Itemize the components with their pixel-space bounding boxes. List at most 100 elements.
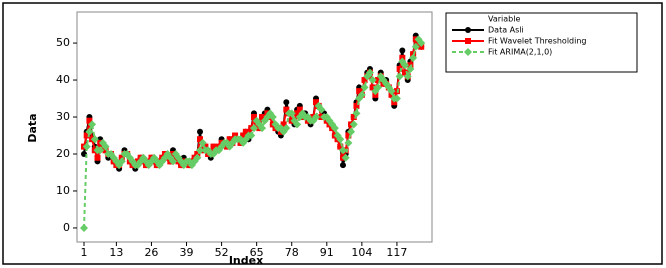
data-point xyxy=(360,83,369,92)
x-tick-label: 65 xyxy=(250,246,264,259)
legend-label: Fit ARIMA(2,1,0) xyxy=(488,48,552,57)
data-point xyxy=(293,120,302,129)
data-point xyxy=(242,128,249,135)
y-tick-label: 10 xyxy=(56,184,70,197)
data-point xyxy=(294,110,301,117)
legend-marker xyxy=(465,27,471,33)
x-axis-label: Index xyxy=(229,254,263,267)
data-point xyxy=(198,138,207,147)
data-point xyxy=(82,142,91,151)
data-point xyxy=(344,138,353,147)
data-point xyxy=(356,88,363,95)
data-point xyxy=(411,42,420,51)
legend-label: Data Asli xyxy=(488,26,524,35)
data-point xyxy=(395,72,404,81)
data-point xyxy=(196,146,205,155)
data-point xyxy=(352,109,361,118)
data-point xyxy=(375,77,382,84)
legend-marker xyxy=(464,48,472,56)
data-point xyxy=(94,154,101,161)
data-point xyxy=(317,105,326,114)
x-tick-label: 1 xyxy=(81,246,88,259)
data-point xyxy=(368,76,377,85)
data-point xyxy=(283,99,290,106)
data-point xyxy=(312,113,321,122)
data-point xyxy=(88,120,97,129)
data-point xyxy=(96,146,105,155)
data-point xyxy=(313,99,320,106)
data-point xyxy=(249,124,258,133)
data-point xyxy=(365,68,374,77)
data-point xyxy=(339,162,346,169)
data-point xyxy=(350,114,357,121)
y-tick-label: 50 xyxy=(56,36,70,49)
data-point xyxy=(80,223,89,232)
data-point xyxy=(406,64,415,73)
data-point xyxy=(401,61,410,70)
data-point xyxy=(296,106,303,113)
data-point xyxy=(169,157,178,166)
data-point xyxy=(409,53,418,62)
data-point xyxy=(86,117,93,124)
legend-box xyxy=(445,12,638,73)
data-point xyxy=(399,47,406,54)
data-point xyxy=(374,83,383,92)
x-tick-label: 91 xyxy=(320,246,334,259)
data-point xyxy=(341,153,350,162)
data-point xyxy=(258,124,267,133)
x-tick-label: 104 xyxy=(351,246,372,259)
y-tick-label: 0 xyxy=(63,221,70,234)
data-point xyxy=(361,77,368,84)
data-point xyxy=(398,57,407,66)
data-point xyxy=(387,87,396,96)
y-tick-label: 20 xyxy=(56,147,70,160)
y-tick-label: 40 xyxy=(56,73,70,86)
data-point xyxy=(101,142,110,151)
data-point xyxy=(338,146,347,155)
y-tick-label: 30 xyxy=(56,110,70,123)
data-point xyxy=(282,124,291,133)
y-axis-label: Data xyxy=(26,113,39,142)
data-point xyxy=(90,135,99,144)
x-tick-label: 117 xyxy=(386,246,407,259)
x-tick-label: 52 xyxy=(215,246,229,259)
data-point xyxy=(396,65,403,72)
data-point xyxy=(345,132,352,139)
data-point xyxy=(349,120,358,129)
data-point xyxy=(210,143,217,150)
data-point xyxy=(392,94,401,103)
data-point xyxy=(279,127,288,136)
data-point xyxy=(357,90,366,99)
legend-label: Fit Wavelet Thresholding xyxy=(488,37,587,46)
data-point xyxy=(337,143,344,150)
data-point xyxy=(226,136,233,143)
plot-area xyxy=(76,11,433,243)
data-point xyxy=(280,121,287,128)
data-point xyxy=(353,102,360,109)
data-point xyxy=(402,69,409,76)
data-point xyxy=(83,132,90,139)
data-point xyxy=(283,106,290,113)
data-point xyxy=(85,127,94,136)
data-point xyxy=(403,72,412,81)
x-tick-label: 13 xyxy=(109,246,123,259)
x-tick-label: 78 xyxy=(285,246,299,259)
legend-title: Variable xyxy=(488,15,520,24)
data-point xyxy=(287,109,296,118)
data-point xyxy=(417,39,426,48)
frame xyxy=(2,2,663,265)
x-tick-label: 39 xyxy=(180,246,194,259)
data-point xyxy=(117,157,126,166)
data-point xyxy=(193,153,202,162)
data-point xyxy=(330,124,339,133)
data-point xyxy=(240,132,247,139)
data-point xyxy=(369,84,376,91)
data-point xyxy=(268,113,277,122)
data-point xyxy=(197,128,204,135)
data-point xyxy=(347,127,356,136)
x-tick-label: 26 xyxy=(144,246,158,259)
legend-marker xyxy=(465,38,471,44)
data-point xyxy=(250,114,257,121)
data-point xyxy=(197,136,204,143)
